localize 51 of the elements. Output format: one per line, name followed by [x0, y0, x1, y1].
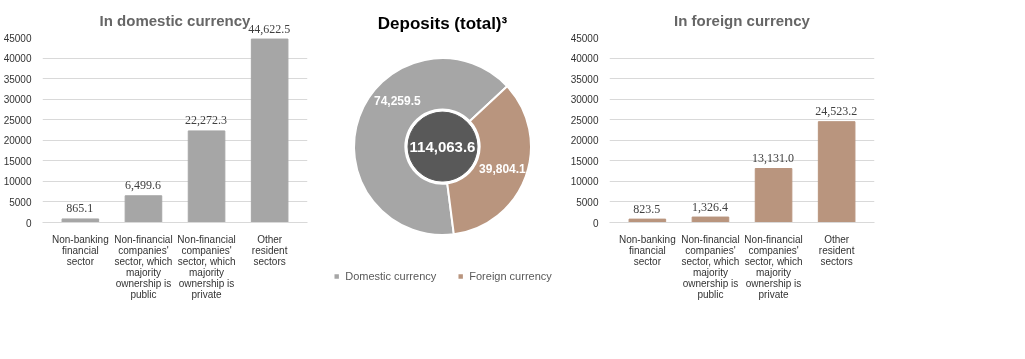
x-tick-label: Non-banking financial sector	[619, 233, 676, 267]
data-label: 24,523.2	[815, 104, 858, 120]
data-label: 39,804.1	[479, 162, 527, 177]
y-tick-label: 0	[592, 217, 599, 229]
data-label: 13,131.0	[752, 151, 795, 167]
bar	[754, 168, 793, 223]
chart-title: Deposits (total)³	[377, 13, 508, 33]
y-tick-label: 30000	[570, 94, 599, 106]
y-tick-label: 10000	[570, 176, 599, 188]
y-tick-label: 15000	[570, 155, 599, 167]
legend-label: Domestic currency	[345, 269, 437, 282]
y-tick-label: 25000	[3, 114, 32, 126]
text: 114,063.6	[409, 137, 476, 155]
y-tick-label: 35000	[570, 73, 599, 85]
x-tick-label: Non-financial companies' sector, which majority ownership is private	[177, 233, 236, 300]
y-tick-label: 20000	[3, 135, 32, 147]
x-tick-label: Other resident sectors	[818, 233, 855, 267]
bar	[691, 216, 730, 223]
bar	[124, 195, 163, 223]
data-label: 6,499.6	[124, 178, 161, 194]
y-tick-label: 15000	[3, 155, 32, 167]
y-tick-label: 0	[25, 217, 32, 229]
y-tick-label: 25000	[570, 114, 599, 126]
y-tick-label: 5000	[9, 196, 32, 208]
y-tick-label: 35000	[3, 73, 32, 85]
x-tick-label: Non-banking financial sector	[52, 233, 109, 267]
y-tick-label: 30000	[3, 94, 32, 106]
data-label: 823.5	[633, 201, 661, 217]
data-label: 1,326.4	[691, 199, 728, 215]
legend-label: Foreign currency	[469, 269, 552, 282]
data-label: 22,272.3	[185, 113, 228, 129]
x-tick-label: Non-financial companies' sector, which majority ownership is private	[744, 233, 803, 300]
y-tick-label: 45000	[3, 32, 32, 44]
bar	[817, 121, 856, 223]
x-tick-label: Non-financial companies' sector, which majority ownership is public	[681, 233, 740, 300]
data-label: 44,622.5	[248, 21, 291, 37]
y-tick-label: 20000	[570, 135, 599, 147]
y-tick-label: 5000	[576, 196, 599, 208]
x-tick-label: Non-financial companies' sector, which majority ownership is public	[114, 233, 173, 300]
chart-title: In foreign currency	[674, 11, 811, 29]
data-label: 865.1	[66, 201, 94, 217]
x-tick-label: Other resident sectors	[251, 233, 288, 267]
y-tick-label: 10000	[3, 176, 32, 188]
bar	[628, 218, 667, 223]
y-tick-label: 40000	[3, 53, 32, 65]
bar	[61, 218, 100, 223]
y-tick-label: 45000	[570, 32, 599, 44]
y-tick-label: 40000	[570, 53, 599, 65]
bar	[187, 130, 226, 223]
data-label: 74,259.5	[373, 93, 421, 108]
bar	[250, 38, 289, 223]
